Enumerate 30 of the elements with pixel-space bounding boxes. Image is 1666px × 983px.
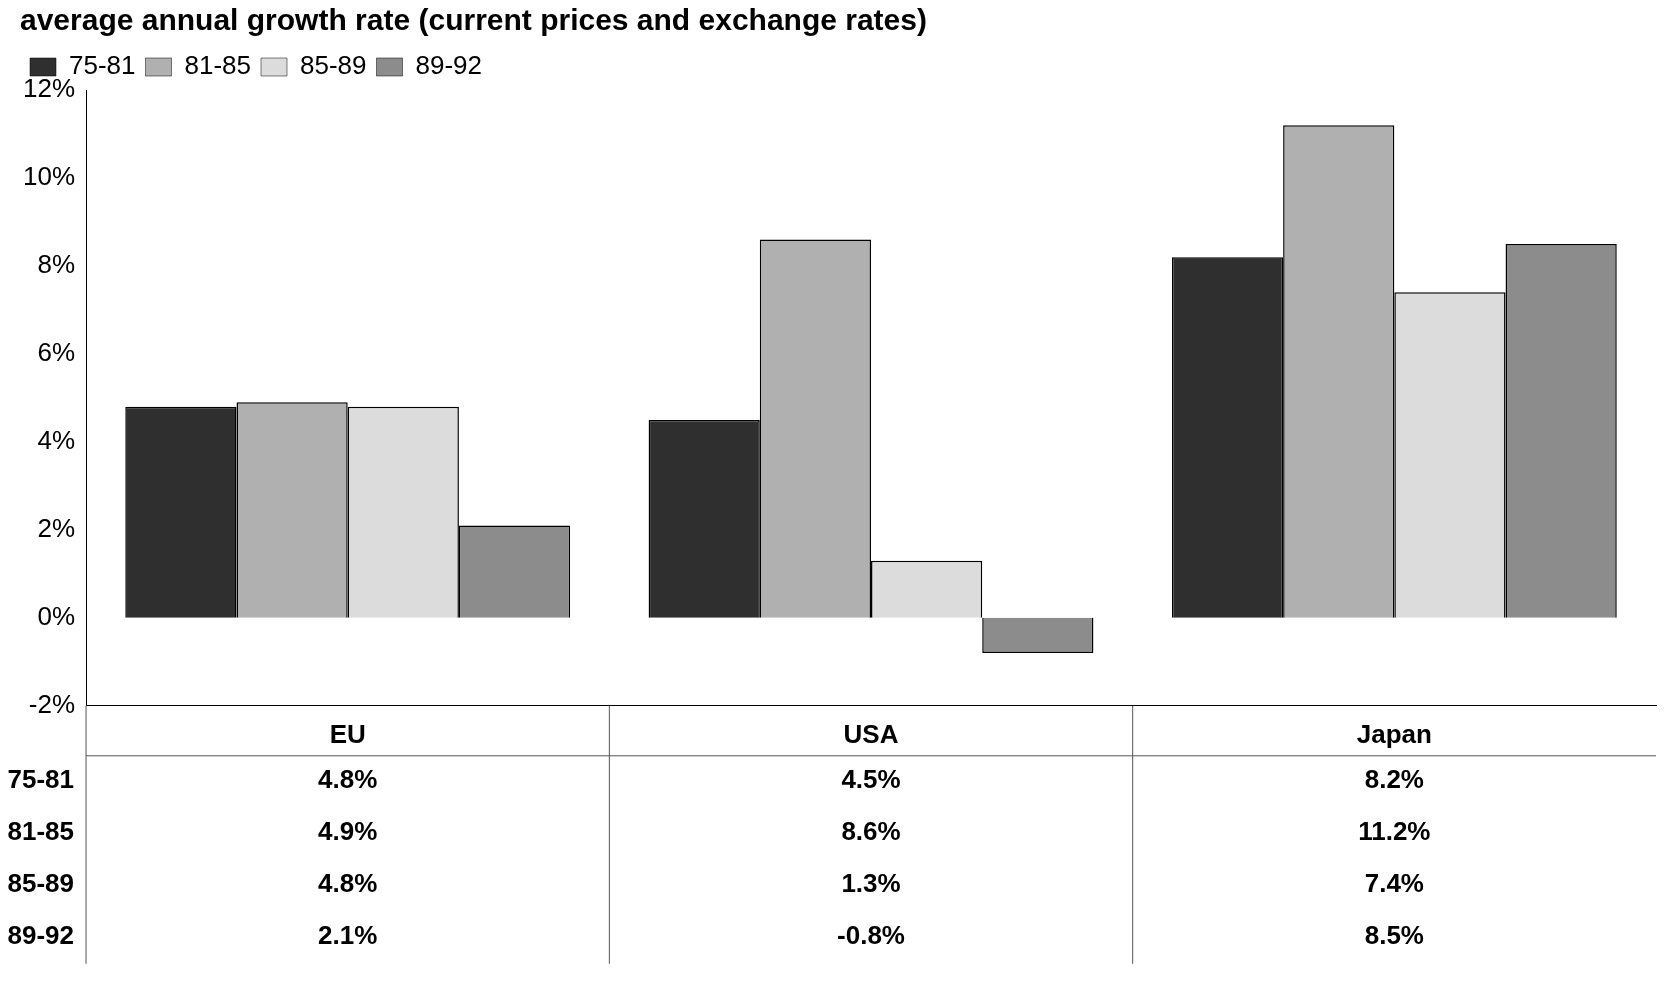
data-label: 11.2% (1358, 815, 1431, 846)
x-tick-label: Japan (1356, 718, 1432, 749)
data-label: 8.6% (841, 815, 901, 846)
data-label: -0.8% (837, 919, 905, 950)
text: 85-89 (7, 867, 75, 898)
data-label: 4.8% (318, 867, 378, 898)
x-tick-label: USA (843, 718, 899, 749)
chart-title: average annual growth rate (current prices and exchange rates) (20, 3, 927, 37)
y-tick-label: 6% (37, 337, 76, 368)
data-label: 8.2% (1364, 763, 1424, 794)
text: 75-81 (7, 763, 75, 794)
legend-label: 85-89 (300, 50, 367, 81)
legend-label: 81-85 (184, 50, 251, 81)
text: 81-85 (7, 815, 75, 846)
text: 89-92 (7, 919, 75, 950)
data-label: 4.5% (841, 763, 901, 794)
y-tick-label: 0% (37, 601, 76, 631)
data-label: 7.4% (1364, 867, 1424, 898)
data-label: 1.3% (841, 867, 901, 898)
y-tick-label: 8% (37, 249, 76, 280)
data-label: 8.5% (1364, 919, 1424, 950)
y-tick-label: 10% (22, 161, 76, 192)
data-label: 4.8% (318, 763, 378, 794)
data-label: 4.9% (318, 815, 378, 846)
y-tick-label: 2% (37, 513, 76, 544)
y-tick-label: -2% (28, 688, 76, 719)
y-tick-label: 4% (37, 425, 76, 456)
legend-label: 89-92 (415, 50, 482, 81)
x-tick-label: EU (329, 718, 366, 749)
data-label: 2.1% (318, 919, 378, 950)
